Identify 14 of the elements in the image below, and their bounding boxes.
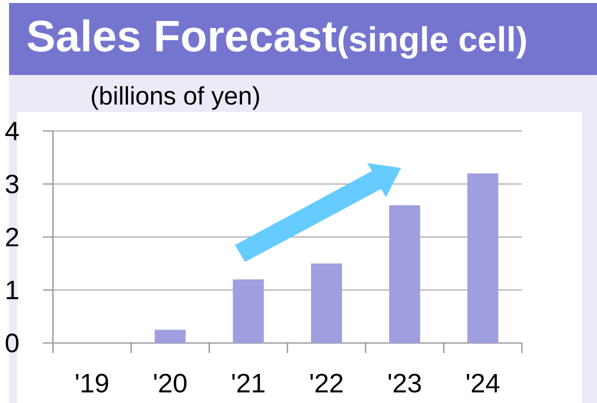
y-tick-label: 0 [6, 334, 18, 352]
y-tick-label: 1 [6, 280, 18, 300]
y-tick-label: 4 [5, 122, 19, 140]
y-axis-title: (billions of yen) [92, 86, 260, 110]
x-tick-label: '21 [232, 374, 264, 392]
chart-title: Sales Forecast [28, 19, 336, 52]
x-tick-label: '23 [388, 374, 421, 393]
chart-subtitle: (single cell) [338, 26, 526, 59]
x-tick-label: '22 [310, 374, 343, 392]
x-tick-label: '19 [76, 374, 108, 393]
y-tick-label: 2 [6, 228, 18, 246]
y-tick-label: 3 [6, 174, 18, 194]
x-tick-label: '20 [154, 374, 186, 393]
x-tick-label: '24 [466, 374, 500, 392]
